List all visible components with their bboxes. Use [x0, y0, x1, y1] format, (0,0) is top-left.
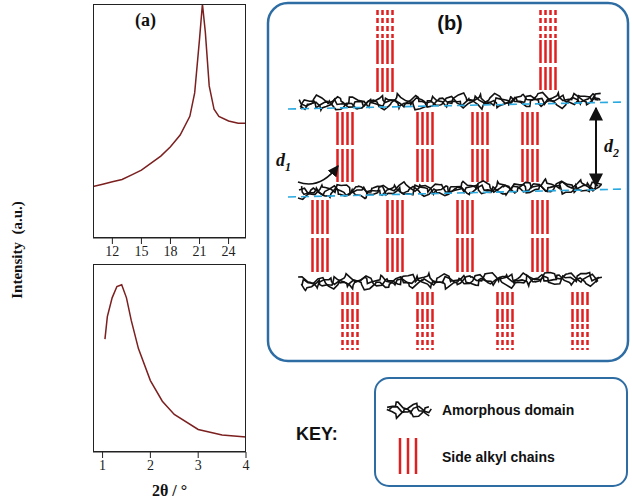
svg-text:15: 15	[134, 244, 148, 259]
svg-text:12: 12	[105, 244, 119, 259]
html-text:(a): (a)	[135, 10, 156, 30]
svg-text:Side alkyl chains: Side alkyl chains	[442, 449, 555, 465]
svg-text:Intensity (a.u.): Intensity (a.u.)	[9, 201, 26, 299]
svg-text:3: 3	[195, 458, 202, 473]
svg-text:KEY:: KEY:	[296, 424, 338, 444]
svg-text:(b): (b)	[437, 12, 463, 34]
svg-text:21: 21	[193, 244, 207, 259]
svg-text:d1: d1	[276, 150, 291, 174]
svg-text:18: 18	[163, 244, 177, 259]
svg-text:24: 24	[222, 244, 236, 259]
svg-text:1: 1	[99, 458, 106, 473]
svg-text:2: 2	[147, 458, 154, 473]
svg-text:4: 4	[243, 458, 250, 473]
svg-text:2θ / °: 2θ / °	[152, 482, 187, 498]
svg-text:Amorphous domain: Amorphous domain	[442, 402, 574, 418]
svg-text:d2: d2	[604, 136, 619, 160]
